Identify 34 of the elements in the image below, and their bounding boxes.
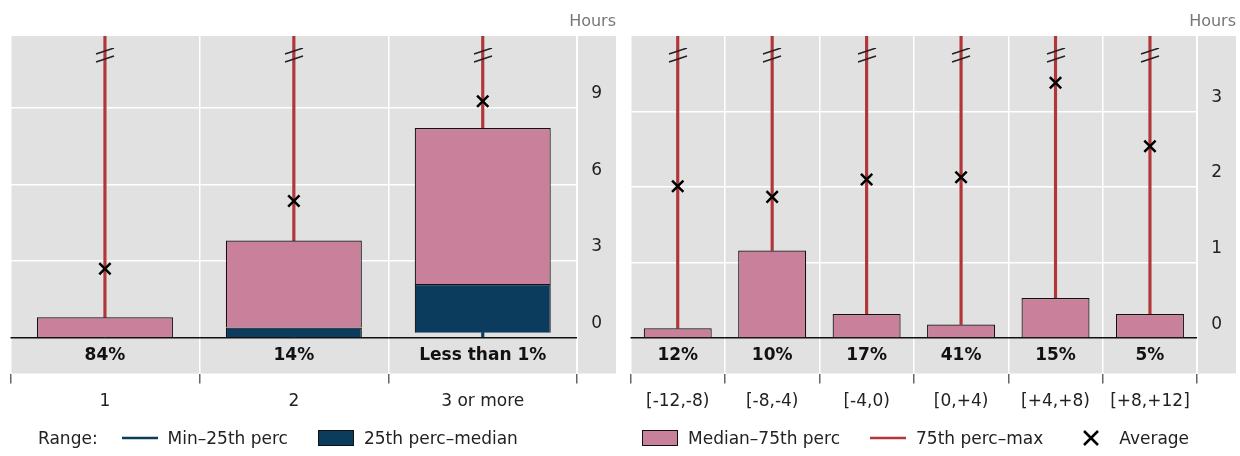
x-tick-label: [0,+4): [933, 390, 989, 411]
legend-label: Average: [1119, 428, 1190, 448]
x-tick-label: [-12,-8): [646, 390, 710, 411]
x-tick-label: 3 or more: [441, 390, 525, 411]
x-tick-label: [-8,-4): [745, 390, 799, 411]
annotation: 10%: [751, 344, 793, 365]
y-tick-label: 1: [1211, 237, 1223, 257]
legend-label: 75th perc–max: [916, 428, 1044, 448]
legend-label: 25th perc–median: [363, 428, 518, 448]
annotation: 14%: [273, 344, 315, 365]
legend-label: Median–75th perc: [688, 428, 841, 448]
annotation: 17%: [846, 344, 887, 365]
x-tick-label: 1: [99, 390, 111, 411]
annotation: 84%: [84, 344, 126, 365]
x-tick-label: [-4,0): [843, 390, 890, 411]
x-tick-label: [+8,+12]: [1110, 390, 1190, 411]
legend-title: Range:: [38, 428, 98, 448]
y-axis-title: Hours: [569, 11, 616, 31]
y-tick-label: 0: [591, 312, 603, 333]
y-tick-label: 3: [1211, 85, 1223, 106]
y-tick-label: 3: [591, 235, 603, 256]
y-tick-label: 9: [591, 82, 603, 103]
y-tick-label: 0: [1211, 312, 1223, 333]
y-tick-label: 2: [1211, 161, 1223, 182]
annotation: 41%: [940, 344, 982, 365]
annotation: Less than 1%: [419, 344, 547, 365]
annotation: 15%: [1035, 344, 1076, 365]
x-tick-label: [+4,+8): [1021, 390, 1090, 411]
annotation: 5%: [1135, 344, 1165, 365]
y-axis-title: Hours: [1189, 11, 1236, 31]
annotation: 12%: [657, 344, 699, 365]
y-tick-label: 6: [591, 158, 603, 179]
x-tick-label: 2: [288, 390, 300, 411]
legend-label: Min–25th perc: [167, 428, 288, 448]
